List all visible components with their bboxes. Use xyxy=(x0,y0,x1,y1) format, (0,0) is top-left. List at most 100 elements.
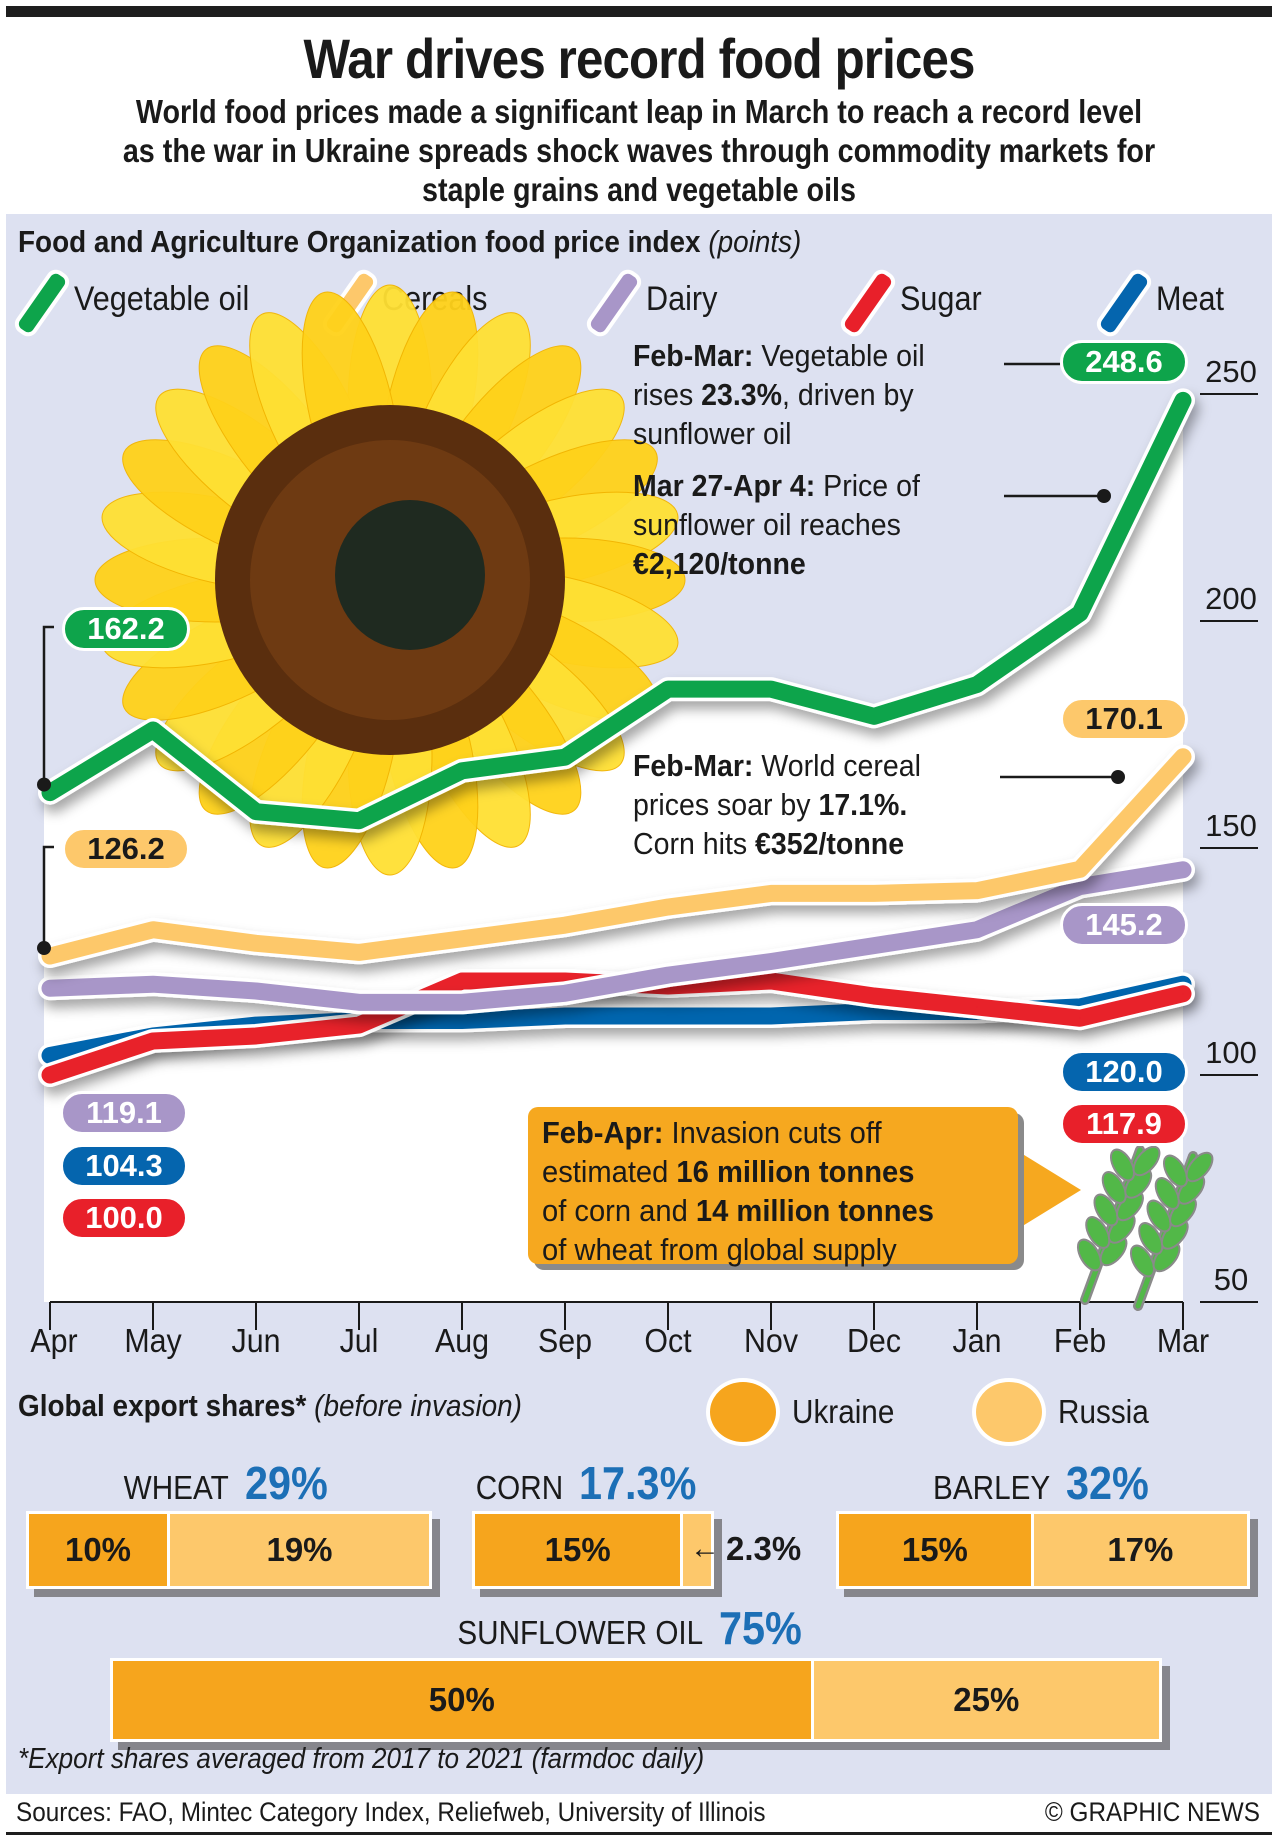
x-tick-label: Jun xyxy=(231,1322,281,1359)
wheat-grain xyxy=(1129,1244,1156,1278)
data-point xyxy=(1079,868,1081,870)
annotation-cereal-rise: Feb-Mar: World cereal prices soar by 17.… xyxy=(633,748,921,861)
corn-ukraine-segment: 15% xyxy=(475,1514,681,1586)
x-tick-label: Apr xyxy=(30,1322,78,1359)
data-point xyxy=(49,1054,51,1056)
data-point xyxy=(358,1024,360,1026)
sunflower-ukraine-segment: 50% xyxy=(113,1661,811,1739)
series-cereals xyxy=(38,744,1195,969)
data-point xyxy=(564,992,566,994)
data-point xyxy=(1079,1017,1081,1019)
data-point xyxy=(358,820,360,822)
data-point xyxy=(358,1001,360,1003)
data-point xyxy=(770,688,772,690)
sunflower-oil-title: SUNFLOWER OIL 75% xyxy=(457,1602,803,1654)
data-point xyxy=(667,974,669,976)
data-point xyxy=(770,961,772,962)
data-point xyxy=(976,929,978,931)
cereals-end-label: 170.1 xyxy=(1060,697,1188,741)
corn-bar: 15% xyxy=(472,1511,714,1589)
x-tick-label: Dec xyxy=(847,1322,901,1359)
vegetable-oil-start-label: 162.2 xyxy=(62,607,190,651)
wheat-grain xyxy=(1132,1145,1161,1177)
data-point xyxy=(976,684,978,686)
wheat-grain xyxy=(1076,1238,1103,1272)
data-point xyxy=(770,1015,772,1017)
meat-end-label: 120.0 xyxy=(1060,1050,1188,1094)
x-tick-label: Sep xyxy=(537,1322,593,1359)
data-point xyxy=(255,811,257,813)
series-line xyxy=(41,391,1192,830)
dairy-start-label: 119.1 xyxy=(60,1091,188,1135)
series-line xyxy=(41,748,1192,965)
barley-russia-segment: 17% xyxy=(1030,1514,1247,1586)
data-point xyxy=(49,955,51,957)
wheat-grain xyxy=(1101,1171,1127,1204)
sunflower-image xyxy=(94,284,686,876)
sugar-start-label: 100.0 xyxy=(60,1196,188,1240)
data-point xyxy=(564,1015,566,1017)
callout-pointer xyxy=(1016,1150,1081,1230)
corn-russia-note: ← 2.3% xyxy=(690,1530,802,1567)
wheat-grain xyxy=(1093,1193,1119,1227)
data-point xyxy=(255,990,257,992)
leader-dot xyxy=(37,941,51,956)
russia-swatch-icon xyxy=(972,1378,1046,1446)
data-point xyxy=(358,951,360,953)
wheat-grain xyxy=(1185,1151,1214,1183)
series-vegetable-oil xyxy=(38,388,1195,833)
data-point xyxy=(1182,993,1184,995)
data-point xyxy=(667,688,669,690)
sources: Sources: FAO, Mintec Category Index, Rel… xyxy=(16,1797,766,1827)
sunflower-russia-segment: 25% xyxy=(810,1661,1159,1739)
data-point xyxy=(976,1006,978,1008)
chart-title: Food and Agriculture Organization food p… xyxy=(18,224,701,259)
data-point xyxy=(976,890,978,892)
leader-line xyxy=(42,625,54,785)
data-point xyxy=(461,980,463,982)
data-point xyxy=(49,792,51,794)
data-point xyxy=(770,892,772,894)
data-point xyxy=(152,983,154,985)
series-lines xyxy=(38,388,1195,1087)
legend-label: Vegetable oil xyxy=(74,279,250,318)
wheat-bar: 10% 19% xyxy=(26,1511,432,1589)
barley-bar: 15% 17% xyxy=(836,1511,1250,1589)
wheat-grain xyxy=(1162,1154,1189,1188)
leader-dot xyxy=(37,777,51,792)
data-point xyxy=(564,924,566,926)
data-point xyxy=(152,1040,154,1042)
x-tick-label: Aug xyxy=(434,1322,490,1359)
sugar-end-label: 117.9 xyxy=(1060,1102,1188,1146)
ukraine-swatch-icon xyxy=(706,1378,780,1446)
page-title: War drives record food prices xyxy=(303,27,976,90)
series-line xyxy=(41,861,1192,1011)
y-tick-label: 250 xyxy=(1205,354,1257,389)
y-tick-label: 100 xyxy=(1205,1035,1257,1070)
wheat-grain xyxy=(1154,1177,1180,1210)
sunflower-center xyxy=(335,500,485,650)
legend-item-dairy: Dairy xyxy=(582,265,725,341)
credit: © GRAPHIC NEWS xyxy=(1044,1797,1260,1827)
wheat-title: WHEAT 29% xyxy=(123,1457,328,1509)
data-point xyxy=(152,729,154,731)
data-point xyxy=(49,1074,51,1076)
x-tick-label: Mar xyxy=(1156,1322,1210,1359)
legend-item-sugar: Sugar xyxy=(836,265,991,341)
sunflower-oil-bar: 50% 25% xyxy=(110,1658,1162,1742)
wheat-grain xyxy=(1138,1222,1164,1255)
wheat-grain xyxy=(1109,1148,1136,1182)
plot-area-fill xyxy=(44,400,1183,1303)
x-tick-label: Jan xyxy=(952,1322,1002,1359)
cereals-start-label: 126.2 xyxy=(62,827,190,871)
leader-dot xyxy=(1111,770,1125,784)
data-point xyxy=(461,938,463,940)
legend-label: Dairy xyxy=(646,279,718,318)
data-point xyxy=(873,892,875,894)
axis-lines xyxy=(49,393,1258,1330)
annotation-vegoil-rise: Feb-Mar: Vegetable oil rises 23.3%, driv… xyxy=(633,338,925,451)
x-tick-label: May xyxy=(124,1322,182,1359)
wheat-russia-segment: 19% xyxy=(167,1514,429,1586)
plot-area xyxy=(44,400,1183,1303)
y-tick-label: 50 xyxy=(1213,1262,1249,1297)
